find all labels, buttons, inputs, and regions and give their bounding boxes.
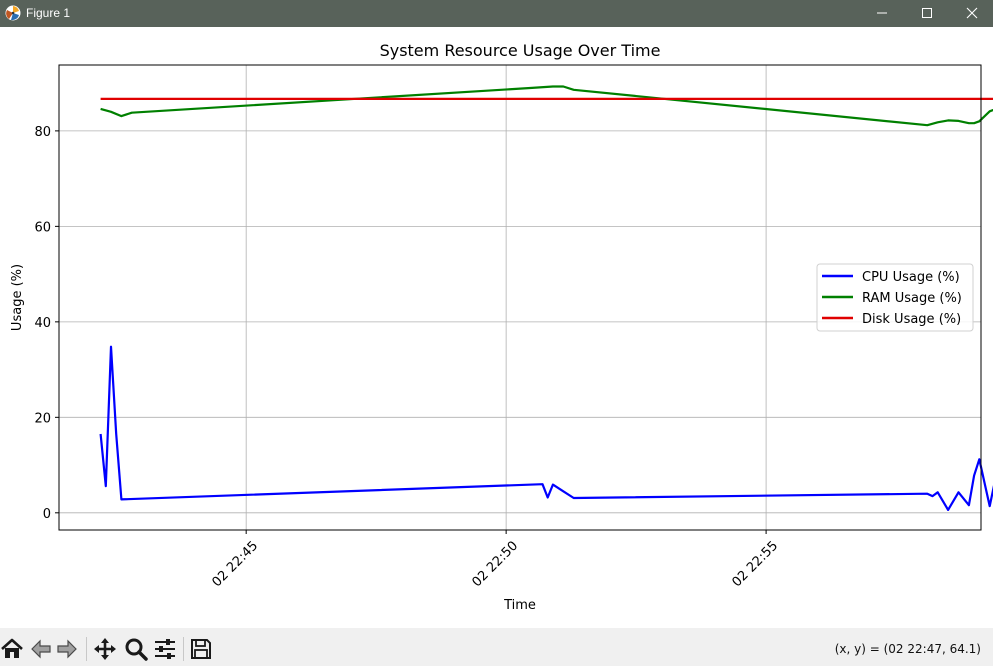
- y-tick-label: 60: [34, 220, 51, 235]
- y-tick-label: 40: [34, 316, 51, 331]
- home-icon: [1, 638, 23, 658]
- save-button[interactable]: [189, 637, 213, 661]
- configure-subplots-icon: [155, 639, 175, 659]
- series-line-ram: [100, 85, 993, 127]
- legend-box: [816, 263, 974, 332]
- legend: CPU Usage (%) RAM Usage (%) Disk Usage (%): [816, 263, 974, 332]
- forward-icon: [57, 639, 77, 659]
- window-title: Figure 1: [26, 6, 71, 20]
- y-tick-label: 0: [43, 507, 51, 522]
- minimize-button[interactable]: [859, 0, 905, 27]
- y-axis-label: Usage (%): [10, 264, 25, 331]
- forward-button[interactable]: [55, 637, 79, 661]
- series-line-cpu: [99, 345, 993, 511]
- back-button[interactable]: [29, 637, 53, 661]
- zoom-button[interactable]: [124, 637, 148, 661]
- minimize-icon: [877, 12, 887, 14]
- back-icon: [31, 639, 51, 659]
- home-button[interactable]: [0, 637, 24, 661]
- pan-button[interactable]: [93, 637, 117, 661]
- axes-frame: [58, 64, 982, 531]
- legend-label: CPU Usage (%): [862, 270, 960, 285]
- matplotlib-icon: [5, 5, 21, 21]
- zoom-icon: [125, 638, 148, 661]
- save-icon: [191, 639, 211, 659]
- x-axis-label: Time: [503, 598, 536, 613]
- legend-label: Disk Usage (%): [862, 312, 961, 327]
- y-tick-label: 20: [34, 411, 51, 426]
- chart-title: System Resource Usage Over Time: [380, 41, 661, 60]
- maximize-button[interactable]: [904, 0, 950, 27]
- pan-icon: [94, 638, 116, 660]
- maximize-icon: [922, 8, 932, 18]
- configure-subplots-button[interactable]: [153, 637, 177, 661]
- y-tick-label: 80: [34, 125, 51, 140]
- cursor-coordinates: (x, y) = (02 22:47, 64.1): [834, 642, 981, 656]
- window-titlebar: Figure 1: [0, 0, 993, 27]
- legend-label: RAM Usage (%): [862, 291, 962, 306]
- navigation-toolbar: (x, y) = (02 22:47, 64.1): [0, 628, 993, 666]
- close-button[interactable]: [949, 0, 993, 27]
- close-icon: [966, 7, 978, 19]
